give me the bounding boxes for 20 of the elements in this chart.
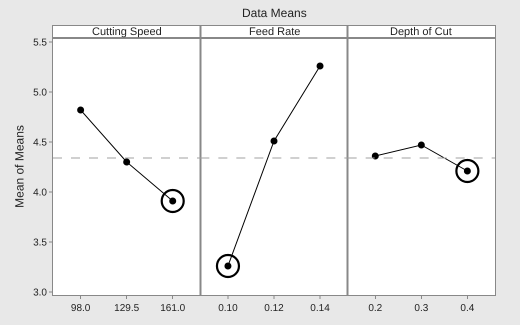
y-tick-label: 5.0	[33, 88, 48, 98]
y-axis-title: Mean of Means	[12, 125, 26, 208]
x-tick-label: 0.3	[414, 303, 429, 314]
y-tick-label: 3.5	[33, 238, 48, 248]
y-tick-label: 3.0	[33, 288, 48, 298]
x-tick-label: 0.14	[310, 303, 330, 314]
x-tick-label: 0.4	[460, 303, 475, 314]
y-tick-label: 4.0	[33, 188, 48, 198]
y-tick-label: 4.5	[33, 138, 48, 148]
chart-title: Data Means	[242, 6, 307, 20]
chart-subtitle: Depth of Cut	[390, 26, 452, 38]
x-tick-label: 98.0	[70, 303, 91, 314]
y-tick-label: 5.5	[33, 38, 48, 48]
chart-subtitle: Cutting Speed	[92, 26, 162, 38]
x-tick-label: 0.10	[218, 303, 238, 314]
x-tick-label: 161.0	[160, 303, 186, 314]
x-tick-label: 129.5	[114, 303, 140, 314]
x-tick-label: 0.12	[264, 303, 284, 314]
chart-subtitle: Feed Rate	[249, 26, 300, 38]
x-tick-label: 0.2	[368, 303, 383, 314]
